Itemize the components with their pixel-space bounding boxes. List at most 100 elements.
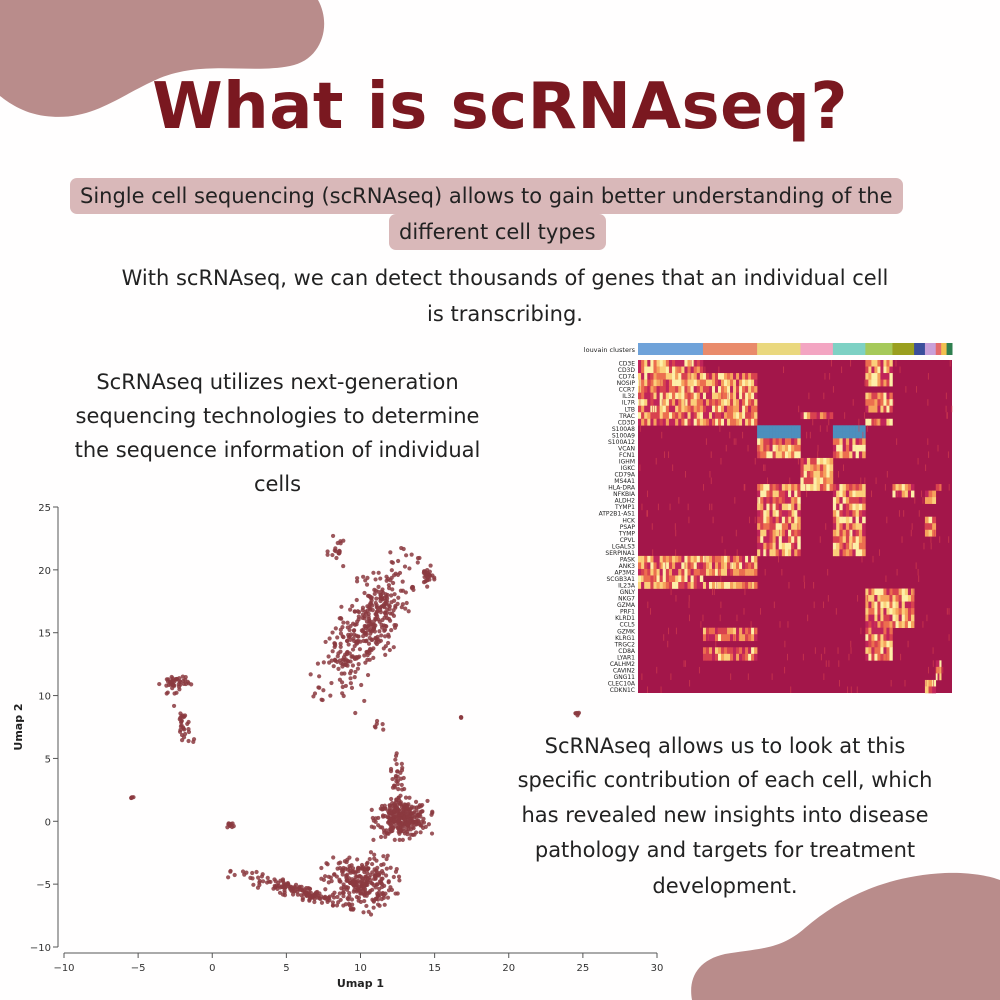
heatmap-cell <box>791 523 795 531</box>
heatmap-cell <box>816 412 821 420</box>
heatmap-cell <box>690 405 694 413</box>
scatter-point <box>389 887 395 892</box>
heatmap-cell <box>937 484 940 491</box>
heatmap-cell <box>836 490 840 498</box>
heatmap-streak <box>903 510 905 517</box>
heatmap-cell <box>684 392 688 400</box>
heatmap-cell <box>659 386 664 393</box>
scatter-point <box>352 609 358 614</box>
heatmap-cell <box>727 405 731 413</box>
heatmap-cell <box>839 503 843 511</box>
heatmap-cell <box>868 379 872 387</box>
heatmap-cell <box>721 568 725 576</box>
heatmap-streak <box>927 438 929 445</box>
heatmap-cell <box>858 431 863 439</box>
heatmap-cell <box>647 575 651 583</box>
scatter-point <box>404 600 409 606</box>
heatmap-cell <box>690 366 694 374</box>
heatmap-cell <box>708 386 713 393</box>
heatmap-cell <box>693 360 698 367</box>
heatmap-cell <box>754 562 758 570</box>
heatmap-cell <box>865 392 869 400</box>
scatter-point <box>264 880 270 885</box>
heatmap-cell <box>644 373 648 380</box>
heatmap-streak <box>838 660 840 667</box>
cluster-color-block <box>800 343 834 355</box>
scatter-point <box>418 814 423 819</box>
heatmap-cell <box>678 399 682 407</box>
heatmap-streak <box>684 562 686 569</box>
heatmap-cell <box>889 621 893 629</box>
heatmap-cell <box>845 490 850 498</box>
heatmap-cell <box>907 614 912 622</box>
left-text-line-2: sequencing technologies to determine <box>75 404 480 428</box>
heatmap-cell <box>826 484 830 491</box>
heatmap-cell <box>638 392 642 400</box>
heatmap-cell <box>823 457 827 465</box>
heatmap-streak <box>939 536 941 543</box>
heatmap-cell <box>862 503 866 511</box>
heatmap-streak <box>711 503 713 511</box>
heatmap-cell <box>757 523 761 531</box>
heatmap-cell <box>665 392 670 400</box>
heatmap-cell <box>708 373 713 380</box>
heatmap-cell <box>754 418 758 426</box>
heatmap-cell <box>877 608 881 615</box>
gene-label: ALDH2 <box>615 498 636 505</box>
heatmap-cell <box>772 523 776 531</box>
heatmap-cell <box>763 516 767 524</box>
heatmap-streak <box>788 582 790 589</box>
heatmap-cell <box>849 503 853 511</box>
scatter-point <box>361 887 366 892</box>
heatmap-cell <box>696 568 701 576</box>
heatmap-cell <box>832 516 837 524</box>
heatmap-cell <box>766 516 770 524</box>
heatmap-cell <box>727 653 731 661</box>
heatmap-cell <box>845 529 850 537</box>
heatmap-cell <box>865 379 869 387</box>
scatter-point <box>382 627 388 632</box>
heatmap-cell <box>889 647 893 655</box>
scatter-point <box>349 685 355 690</box>
heatmap-streak <box>661 431 663 439</box>
heatmap-streak <box>901 536 903 543</box>
heatmap-cell <box>718 634 722 642</box>
heatmap-cell <box>739 562 743 570</box>
heatmap-cell <box>665 399 670 407</box>
heatmap-cell <box>668 555 673 563</box>
heatmap-cell <box>659 582 664 589</box>
heatmap-cell <box>641 575 645 583</box>
heatmap-cell <box>778 510 783 518</box>
gene-label: PRF1 <box>620 609 635 616</box>
heatmap-streak <box>754 627 756 635</box>
heatmap-cell <box>842 549 847 557</box>
heatmap-cell <box>662 582 667 589</box>
heatmap-cell <box>862 490 866 498</box>
scatter-point <box>373 819 378 824</box>
scatter-point <box>407 836 412 841</box>
heatmap-cell <box>745 392 749 400</box>
heatmap-cell <box>877 588 881 596</box>
scatter-point <box>330 900 336 905</box>
scatter-point <box>273 884 278 890</box>
heatmap-cell <box>760 523 764 531</box>
heatmap-streak <box>742 627 744 635</box>
scatter-point <box>388 550 393 555</box>
heatmap-cell <box>880 379 884 387</box>
heatmap-cell <box>684 360 688 367</box>
heatmap-cell <box>898 614 903 622</box>
scatter-point <box>319 900 325 905</box>
heatmap-streak <box>740 405 742 413</box>
scatter-point <box>251 882 256 887</box>
heatmap-cell <box>711 555 716 563</box>
heatmap-cell <box>810 464 814 472</box>
scatter-point <box>400 807 405 813</box>
heatmap-cell <box>687 568 691 576</box>
heatmap-cell <box>871 418 875 426</box>
heatmap-cell <box>672 392 676 400</box>
page-title: What is scRNAseq? <box>152 70 848 144</box>
heatmap-cell <box>724 634 728 642</box>
scatter-point <box>303 890 308 896</box>
scatter-point <box>393 891 398 896</box>
heatmap-streak <box>823 601 825 609</box>
